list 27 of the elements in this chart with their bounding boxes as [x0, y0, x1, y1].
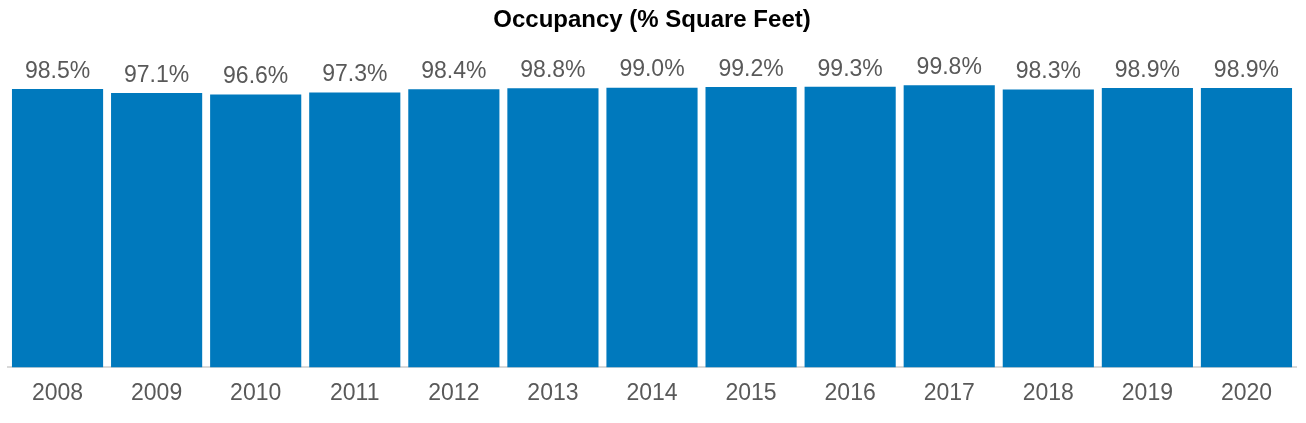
data-label: 98.9%: [1213, 55, 1280, 82]
x-tick-label: 2008: [31, 378, 84, 405]
data-label: 98.8%: [520, 56, 586, 83]
data-label: 97.1%: [124, 60, 190, 87]
x-tick-label: 2011: [330, 378, 380, 405]
x-tick-label: 2017: [923, 378, 975, 405]
data-label: 98.9%: [1114, 55, 1180, 82]
data-label: 99.3%: [817, 54, 883, 81]
data-label: 96.6%: [223, 62, 289, 89]
x-tick-label: 2015: [725, 378, 777, 405]
x-tick-label: 2009: [131, 378, 183, 405]
x-tick-label: 2019: [1121, 378, 1173, 405]
x-tick-label: 2020: [1220, 378, 1273, 405]
data-label: 99.8%: [916, 53, 982, 80]
data-label: 98.3%: [1015, 57, 1081, 84]
data-label: 98.4%: [421, 57, 487, 84]
x-tick-label: 2018: [1022, 378, 1074, 405]
data-label: 99.0%: [619, 55, 685, 82]
x-tick-label: 2013: [527, 378, 579, 405]
x-tick-label: 2012: [428, 378, 480, 405]
data-label: 97.3%: [322, 60, 388, 87]
x-tick-label: 2016: [824, 378, 876, 405]
x-tick-label: 2014: [626, 378, 678, 405]
x-tick-label: 2010: [230, 378, 282, 405]
data-label: 98.5%: [24, 56, 91, 83]
data-label: 99.2%: [718, 54, 784, 81]
chart-title: Occupancy (% Square Feet): [493, 5, 811, 33]
